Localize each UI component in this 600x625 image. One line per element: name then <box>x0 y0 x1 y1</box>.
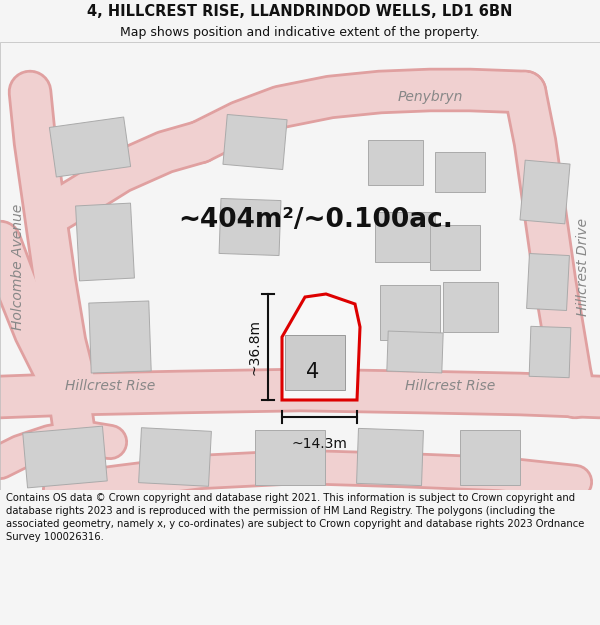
Text: ~404m²/~0.100ac.: ~404m²/~0.100ac. <box>178 207 453 233</box>
Text: Map shows position and indicative extent of the property.: Map shows position and indicative extent… <box>120 26 480 39</box>
Polygon shape <box>387 331 443 373</box>
Polygon shape <box>375 212 435 262</box>
Polygon shape <box>282 294 360 400</box>
Text: ~36.8m: ~36.8m <box>247 319 261 375</box>
Polygon shape <box>367 139 422 184</box>
Polygon shape <box>255 429 325 484</box>
Polygon shape <box>460 429 520 484</box>
Polygon shape <box>520 160 570 224</box>
Polygon shape <box>76 203 134 281</box>
Polygon shape <box>219 199 281 256</box>
Polygon shape <box>139 428 211 486</box>
Polygon shape <box>223 114 287 169</box>
Polygon shape <box>529 326 571 378</box>
Polygon shape <box>356 428 424 486</box>
Polygon shape <box>380 284 440 339</box>
Polygon shape <box>23 426 107 488</box>
Text: ~14.3m: ~14.3m <box>292 437 347 451</box>
Polygon shape <box>527 254 569 311</box>
Polygon shape <box>89 301 151 373</box>
Text: Hillcrest Rise: Hillcrest Rise <box>65 379 155 393</box>
Text: Hillcrest Drive: Hillcrest Drive <box>576 218 590 316</box>
Text: Hillcrest Rise: Hillcrest Rise <box>405 379 495 393</box>
Polygon shape <box>49 117 131 177</box>
Polygon shape <box>430 224 480 269</box>
Text: 4, HILLCREST RISE, LLANDRINDOD WELLS, LD1 6BN: 4, HILLCREST RISE, LLANDRINDOD WELLS, LD… <box>88 4 512 19</box>
Text: Penybryn: Penybryn <box>397 90 463 104</box>
Text: 4: 4 <box>307 362 320 382</box>
Polygon shape <box>285 334 345 389</box>
Text: Holcombe Avenue: Holcombe Avenue <box>11 204 25 330</box>
Text: Contains OS data © Crown copyright and database right 2021. This information is : Contains OS data © Crown copyright and d… <box>6 492 584 542</box>
Polygon shape <box>435 152 485 192</box>
Polygon shape <box>443 282 497 332</box>
